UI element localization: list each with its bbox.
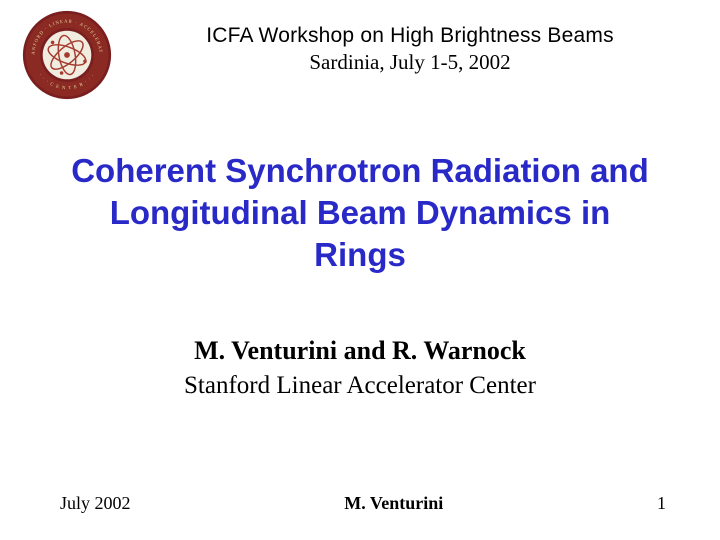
author-affiliation: Stanford Linear Accelerator Center: [0, 372, 720, 400]
footer-date: July 2002: [60, 493, 131, 514]
header: ICFA Workshop on High Brightness Beams S…: [130, 24, 690, 75]
authors-block: M. Venturini and R. Warnock Stanford Lin…: [0, 336, 720, 400]
author-names: M. Venturini and R. Warnock: [0, 336, 720, 366]
workshop-name: ICFA Workshop on High Brightness Beams: [130, 24, 690, 48]
footer: July 2002 M. Venturini 1: [0, 493, 720, 514]
presentation-title: Coherent Synchrotron Radiation and Longi…: [0, 150, 720, 277]
footer-page-number: 1: [657, 493, 666, 514]
institutional-seal-icon: STANFORD · LINEAR · ACCELERATOR · · · C …: [22, 10, 112, 100]
workshop-location-date: Sardinia, July 1-5, 2002: [130, 50, 690, 75]
footer-author: M. Venturini: [344, 493, 443, 514]
